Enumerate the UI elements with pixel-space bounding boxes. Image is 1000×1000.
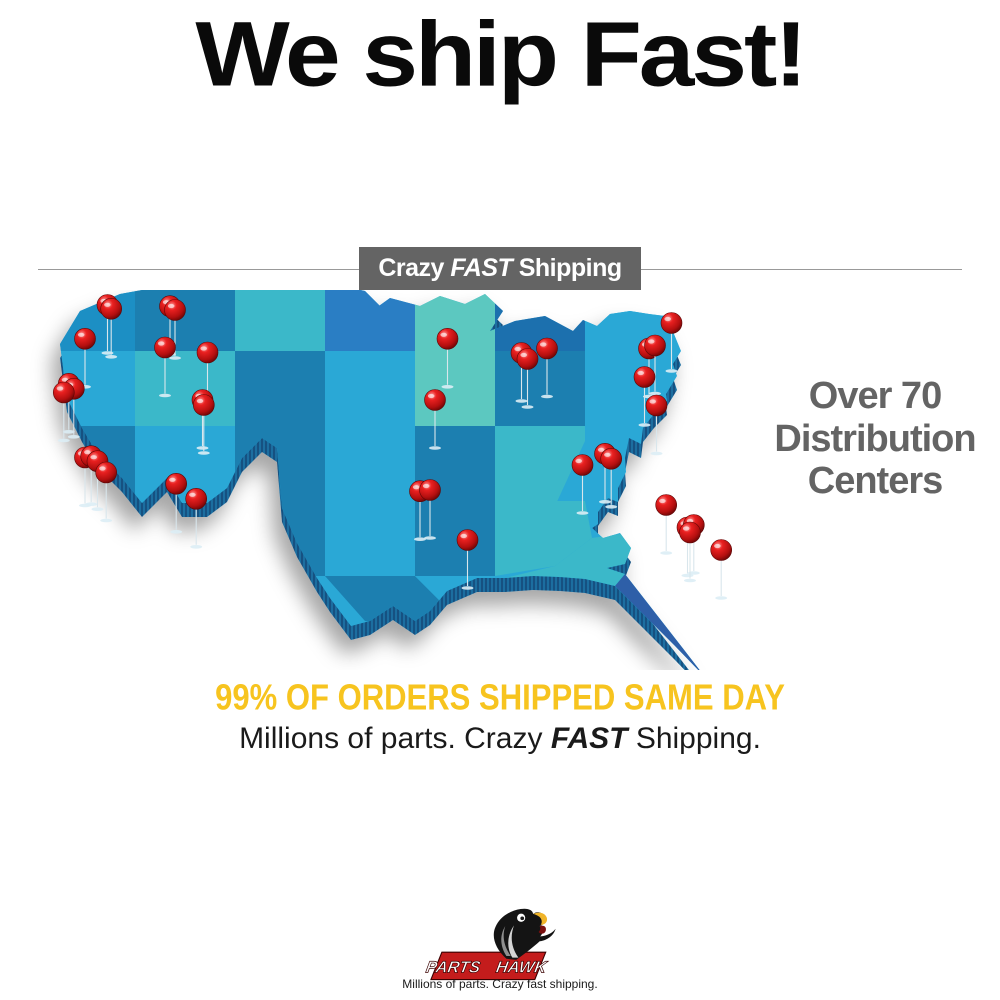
svg-text:PARTS: PARTS (425, 958, 482, 977)
svg-text:HAWK: HAWK (495, 958, 549, 977)
